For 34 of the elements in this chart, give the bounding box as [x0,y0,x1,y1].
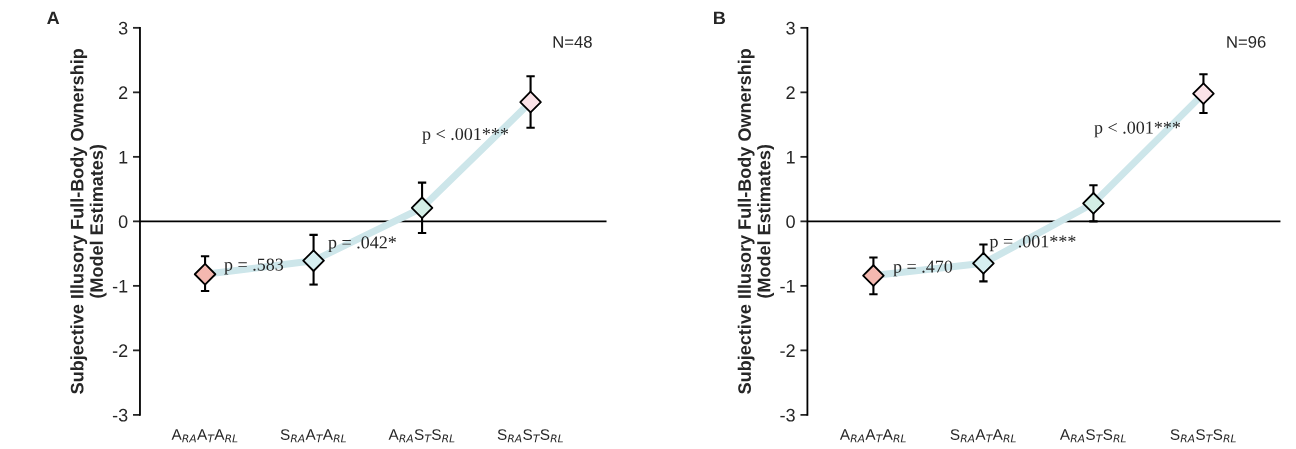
annotation: p = .470 [893,260,953,277]
y-tick-label: -1 [780,279,795,293]
y-tick-label: -1 [112,279,128,293]
annotation: p = .001*** [989,235,1076,252]
annotation: N=48 [553,36,592,48]
x-tick-label: S$_{RA}$A$_{T}$A$_{RL}$ [950,429,1016,443]
annotation: p = .583 [224,258,284,275]
chart-title: A [47,11,60,25]
x-tick-label: S$_{RA}$S$_{T}$S$_{RL}$ [497,429,563,443]
annotation: p = .042* [328,236,396,253]
y-axis-title: Subjective Illusory Full-Body Ownership (Model Estimates) [737,49,774,394]
y-tick-label: -3 [112,408,128,422]
x-tick-label: A$_{RA}$A$_{T}$A$_{RL}$ [839,429,906,443]
y-tick-label: -2 [780,344,795,357]
annotation: p < .001*** [422,127,509,144]
x-tick-label: A$_{RA}$S$_{T}$S$_{RL}$ [388,429,455,443]
y-tick-label: 2 [119,86,128,99]
y-axis-title: Subjective Illusory Full-Body Ownership (Model Estimates) [70,49,107,394]
x-tick-label: S$_{RA}$A$_{T}$A$_{RL}$ [280,429,346,443]
annotation: p < .001*** [1094,121,1181,138]
y-tick-label: 3 [118,21,128,35]
y-tick-label: -3 [780,408,795,422]
chart-title: B [714,11,726,25]
y-tick-label: 1 [119,150,128,164]
y-tick-label: 2 [786,86,795,99]
y-tick-label: 0 [786,215,795,229]
x-tick-label: A$_{RA}$S$_{T}$S$_{RL}$ [1059,429,1126,443]
annotation: N=96 [1227,36,1266,48]
y-tick-label: 0 [118,215,128,229]
x-tick-label: S$_{RA}$S$_{T}$S$_{RL}$ [1170,429,1236,443]
y-tick-label: 1 [786,150,795,164]
x-tick-label: A$_{RA}$A$_{T}$A$_{RL}$ [171,429,238,443]
y-tick-label: 3 [786,21,795,35]
y-tick-label: -2 [112,344,128,357]
